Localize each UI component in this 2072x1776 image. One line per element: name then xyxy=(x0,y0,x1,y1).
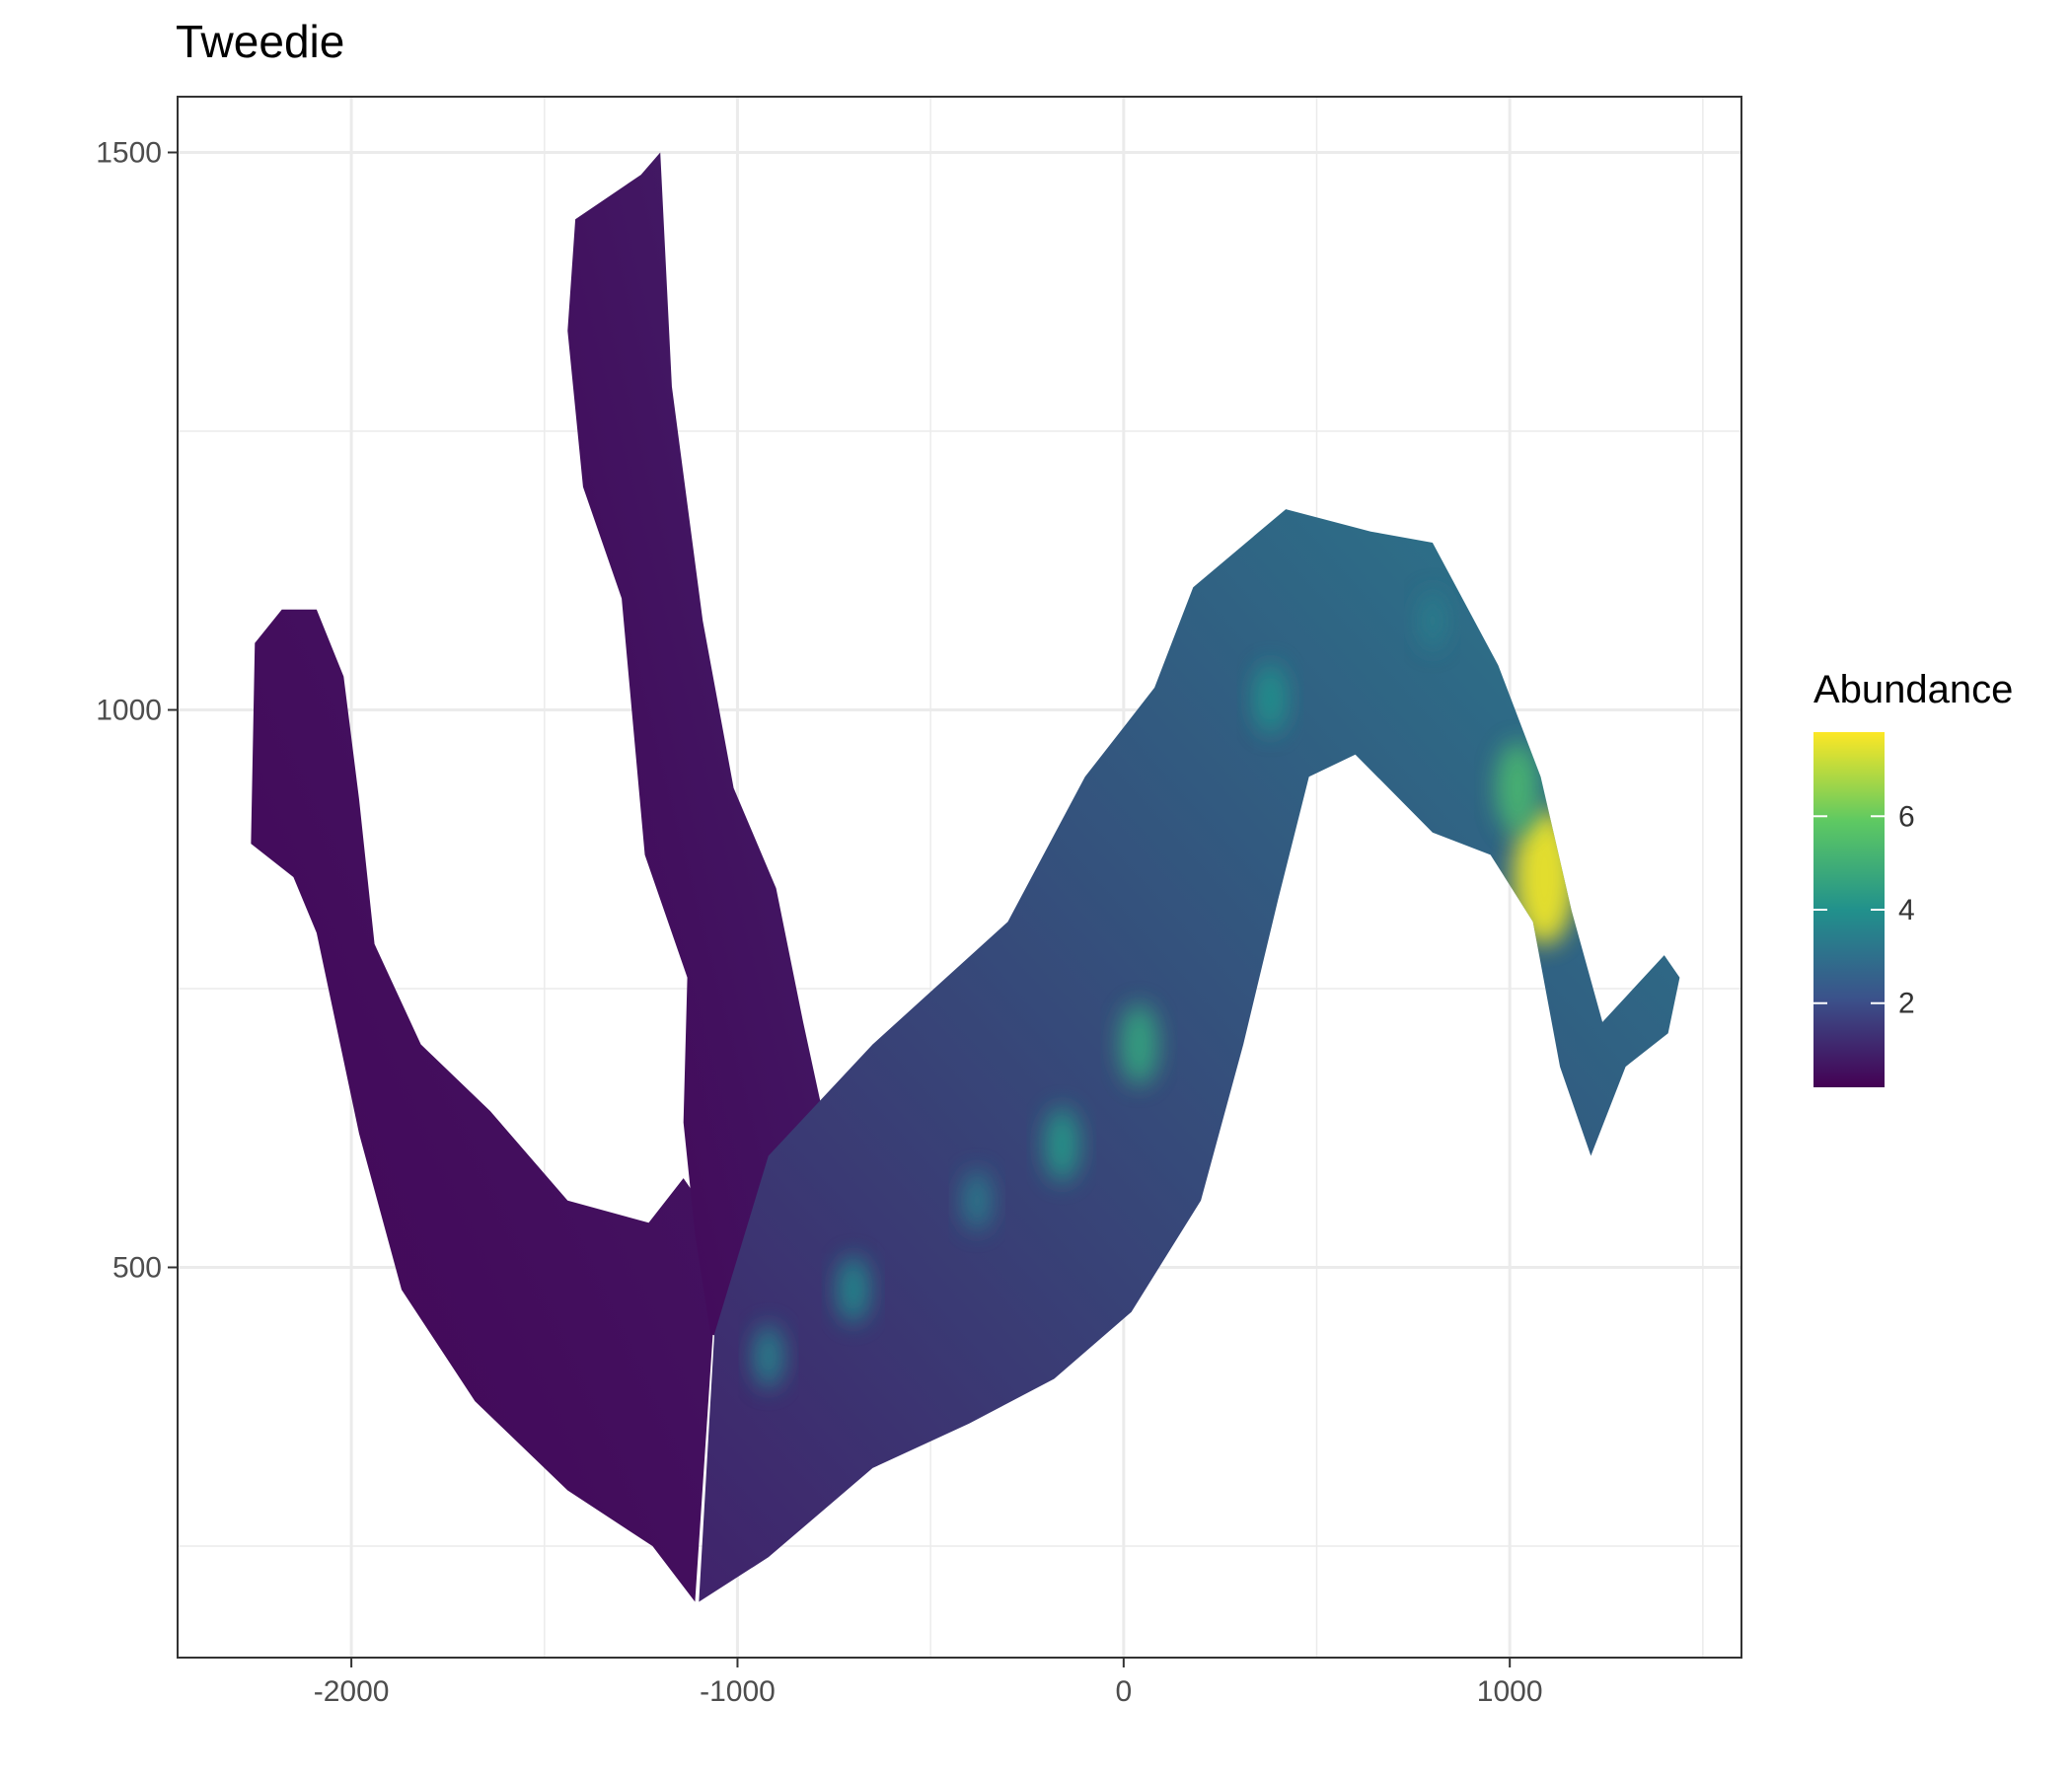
plot-border xyxy=(177,96,1742,1659)
region-right-band xyxy=(699,509,1680,1602)
heatmap-regions xyxy=(251,152,1680,1602)
x-tick-label: -2000 xyxy=(314,1675,390,1708)
x-tick-label: 1000 xyxy=(1477,1675,1543,1708)
x-tick-label: -1000 xyxy=(700,1675,776,1708)
y-tick-label: 500 xyxy=(112,1252,162,1285)
legend-tick-label: 2 xyxy=(1898,988,1915,1020)
hotspot xyxy=(1418,590,1447,651)
hotspot xyxy=(1253,663,1288,735)
chart-title: Tweedie xyxy=(176,16,344,67)
legend-tick-label: 6 xyxy=(1898,800,1915,833)
hotspot xyxy=(837,1255,869,1324)
x-axis: -2000 -1000 0 1000 xyxy=(314,1658,1543,1708)
legend: Abundance 2 4 6 xyxy=(1813,668,2013,1087)
legend-tick-label: 4 xyxy=(1898,894,1915,926)
hotspot-layer xyxy=(753,590,1577,1389)
hotspot xyxy=(1496,741,1539,835)
y-tick-label: 1000 xyxy=(96,695,162,727)
y-axis: 500 1000 1500 xyxy=(96,137,178,1285)
region-tall-arm xyxy=(567,152,869,1346)
y-tick-label: 1500 xyxy=(96,137,162,170)
heatmap-hotspots xyxy=(753,590,1577,1389)
x-tick-label: 0 xyxy=(1115,1675,1132,1708)
hotspot xyxy=(1120,1003,1158,1085)
hotspot xyxy=(962,1170,992,1231)
legend-title: Abundance xyxy=(1813,668,2013,711)
region-left-arm xyxy=(251,609,714,1602)
hotspot xyxy=(1044,1107,1079,1182)
hotspot xyxy=(753,1324,783,1389)
legend-ticks: 2 4 6 xyxy=(1813,800,1915,1020)
